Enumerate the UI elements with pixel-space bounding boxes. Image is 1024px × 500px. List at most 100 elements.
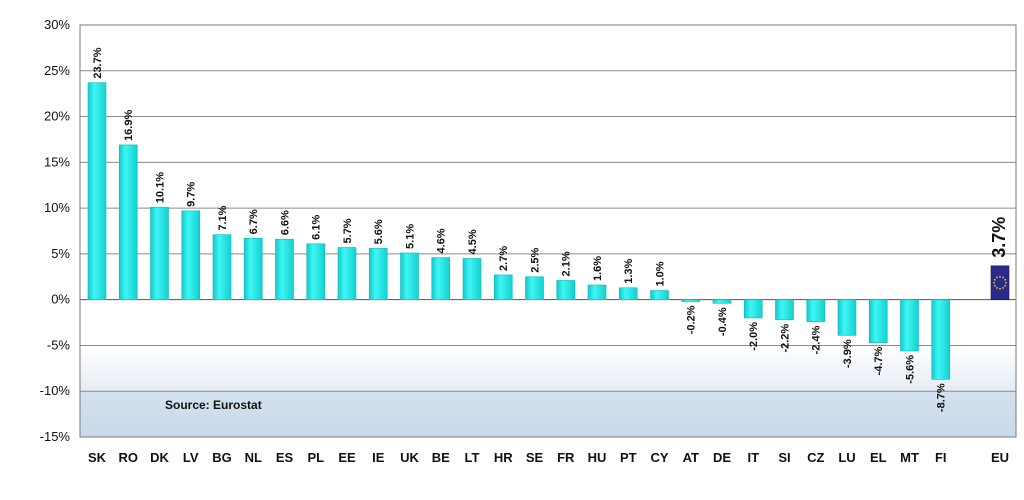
- x-category-label: MT: [900, 450, 919, 465]
- data-label: -2.0%: [748, 322, 760, 351]
- x-category-label: EE: [338, 450, 356, 465]
- bar-cy: [650, 290, 669, 300]
- bar-uk: [400, 252, 419, 300]
- data-label: 6.7%: [248, 209, 260, 234]
- data-label: 16.9%: [123, 110, 135, 141]
- bar-lt: [462, 258, 482, 300]
- eu-stars-icon: [993, 275, 1007, 290]
- bar-bg: [212, 234, 232, 300]
- x-category-label: HU: [588, 450, 607, 465]
- bar-fi: [931, 299, 951, 380]
- x-category-label: CZ: [807, 450, 824, 465]
- data-label: 2.5%: [530, 247, 542, 272]
- x-category-label: LU: [838, 450, 855, 465]
- bar-cz: [806, 299, 826, 322]
- bar-se: [525, 276, 544, 300]
- y-tick-label: 30%: [44, 17, 70, 32]
- data-label: -8.7%: [936, 383, 948, 412]
- x-category-label: HR: [494, 450, 513, 465]
- x-category-label: DE: [713, 450, 731, 465]
- data-label: 1.3%: [623, 258, 635, 283]
- y-tick-label: -15%: [40, 429, 71, 444]
- lower-region-band: [80, 391, 1016, 437]
- x-category-label: PL: [307, 450, 324, 465]
- x-category-label: RO: [119, 450, 139, 465]
- bar-ie: [368, 248, 388, 300]
- x-category-label: LT: [465, 450, 480, 465]
- data-label: 5.1%: [405, 224, 417, 249]
- x-category-label: CY: [650, 450, 668, 465]
- x-category-label: UK: [400, 450, 419, 465]
- y-tick-label: -10%: [40, 383, 71, 398]
- x-category-label: BG: [212, 450, 232, 465]
- data-label: -0.4%: [717, 307, 729, 336]
- data-label: 6.6%: [280, 210, 292, 235]
- y-tick-label: 0%: [51, 292, 70, 307]
- y-tick-label: 25%: [44, 63, 70, 78]
- data-label: 4.6%: [436, 228, 448, 253]
- x-category-label: EL: [870, 450, 887, 465]
- data-label: 1.6%: [592, 256, 604, 281]
- x-category-label: EU: [991, 450, 1009, 465]
- plot-frame: [79, 24, 1017, 438]
- x-category-label: FI: [935, 450, 947, 465]
- data-label: -4.7%: [873, 346, 885, 375]
- bar-mt: [900, 299, 919, 352]
- bar-pt: [618, 287, 638, 300]
- bar-nl: [243, 238, 263, 300]
- x-category-label: ES: [276, 450, 294, 465]
- x-category-label: SK: [88, 450, 107, 465]
- x-category-label: NL: [245, 450, 262, 465]
- bar-el: [868, 299, 888, 343]
- bar-ee: [337, 247, 357, 300]
- x-category-label: AT: [683, 450, 699, 465]
- data-label: 5.6%: [373, 219, 385, 244]
- data-label: -0.2%: [686, 305, 698, 334]
- data-label: -3.9%: [842, 339, 854, 368]
- y-tick-label: 15%: [44, 154, 70, 169]
- x-category-label: SI: [778, 450, 790, 465]
- x-category-label: DK: [150, 450, 169, 465]
- bar-lv: [181, 210, 201, 300]
- y-tick-label: 20%: [44, 109, 70, 124]
- bar-pl: [306, 243, 326, 300]
- source-annotation: Source: Eurostat: [165, 398, 262, 412]
- bar-fr: [556, 280, 576, 300]
- x-category-label: FR: [557, 450, 575, 465]
- x-category-label: LV: [183, 450, 199, 465]
- x-category-label: PT: [620, 450, 637, 465]
- bar-be: [431, 257, 451, 300]
- bar-lu: [837, 299, 857, 336]
- data-label: 9.7%: [186, 182, 198, 207]
- data-label: 3.7%: [989, 217, 1009, 258]
- x-category-label: IE: [372, 450, 385, 465]
- data-label: 5.7%: [342, 218, 354, 243]
- bar-sk: [87, 82, 107, 300]
- bar-si: [775, 299, 794, 321]
- bar-at: [681, 299, 701, 302]
- data-label: 4.5%: [467, 229, 479, 254]
- bar-ro: [118, 144, 138, 300]
- y-tick-label: 10%: [44, 200, 70, 215]
- data-label: 7.1%: [217, 205, 229, 230]
- bar-hr: [493, 274, 513, 300]
- data-label: -2.2%: [780, 324, 792, 353]
- data-label: -2.4%: [811, 325, 823, 354]
- bar-dk: [150, 206, 169, 300]
- data-label: 2.7%: [498, 246, 510, 271]
- bar-eu: [990, 265, 1010, 300]
- data-label: -5.6%: [905, 355, 917, 384]
- x-category-label: SE: [526, 450, 544, 465]
- data-label: 10.1%: [155, 172, 167, 203]
- data-label: 23.7%: [92, 47, 104, 78]
- y-tick-label: -5%: [47, 337, 71, 352]
- bar-hu: [587, 284, 607, 300]
- y-tick-label: 5%: [51, 246, 70, 261]
- bar-es: [275, 238, 294, 300]
- data-label: 6.1%: [311, 215, 323, 240]
- x-category-label: BE: [432, 450, 450, 465]
- bar-it: [743, 299, 763, 319]
- bar-de: [712, 299, 732, 304]
- x-category-label: IT: [747, 450, 759, 465]
